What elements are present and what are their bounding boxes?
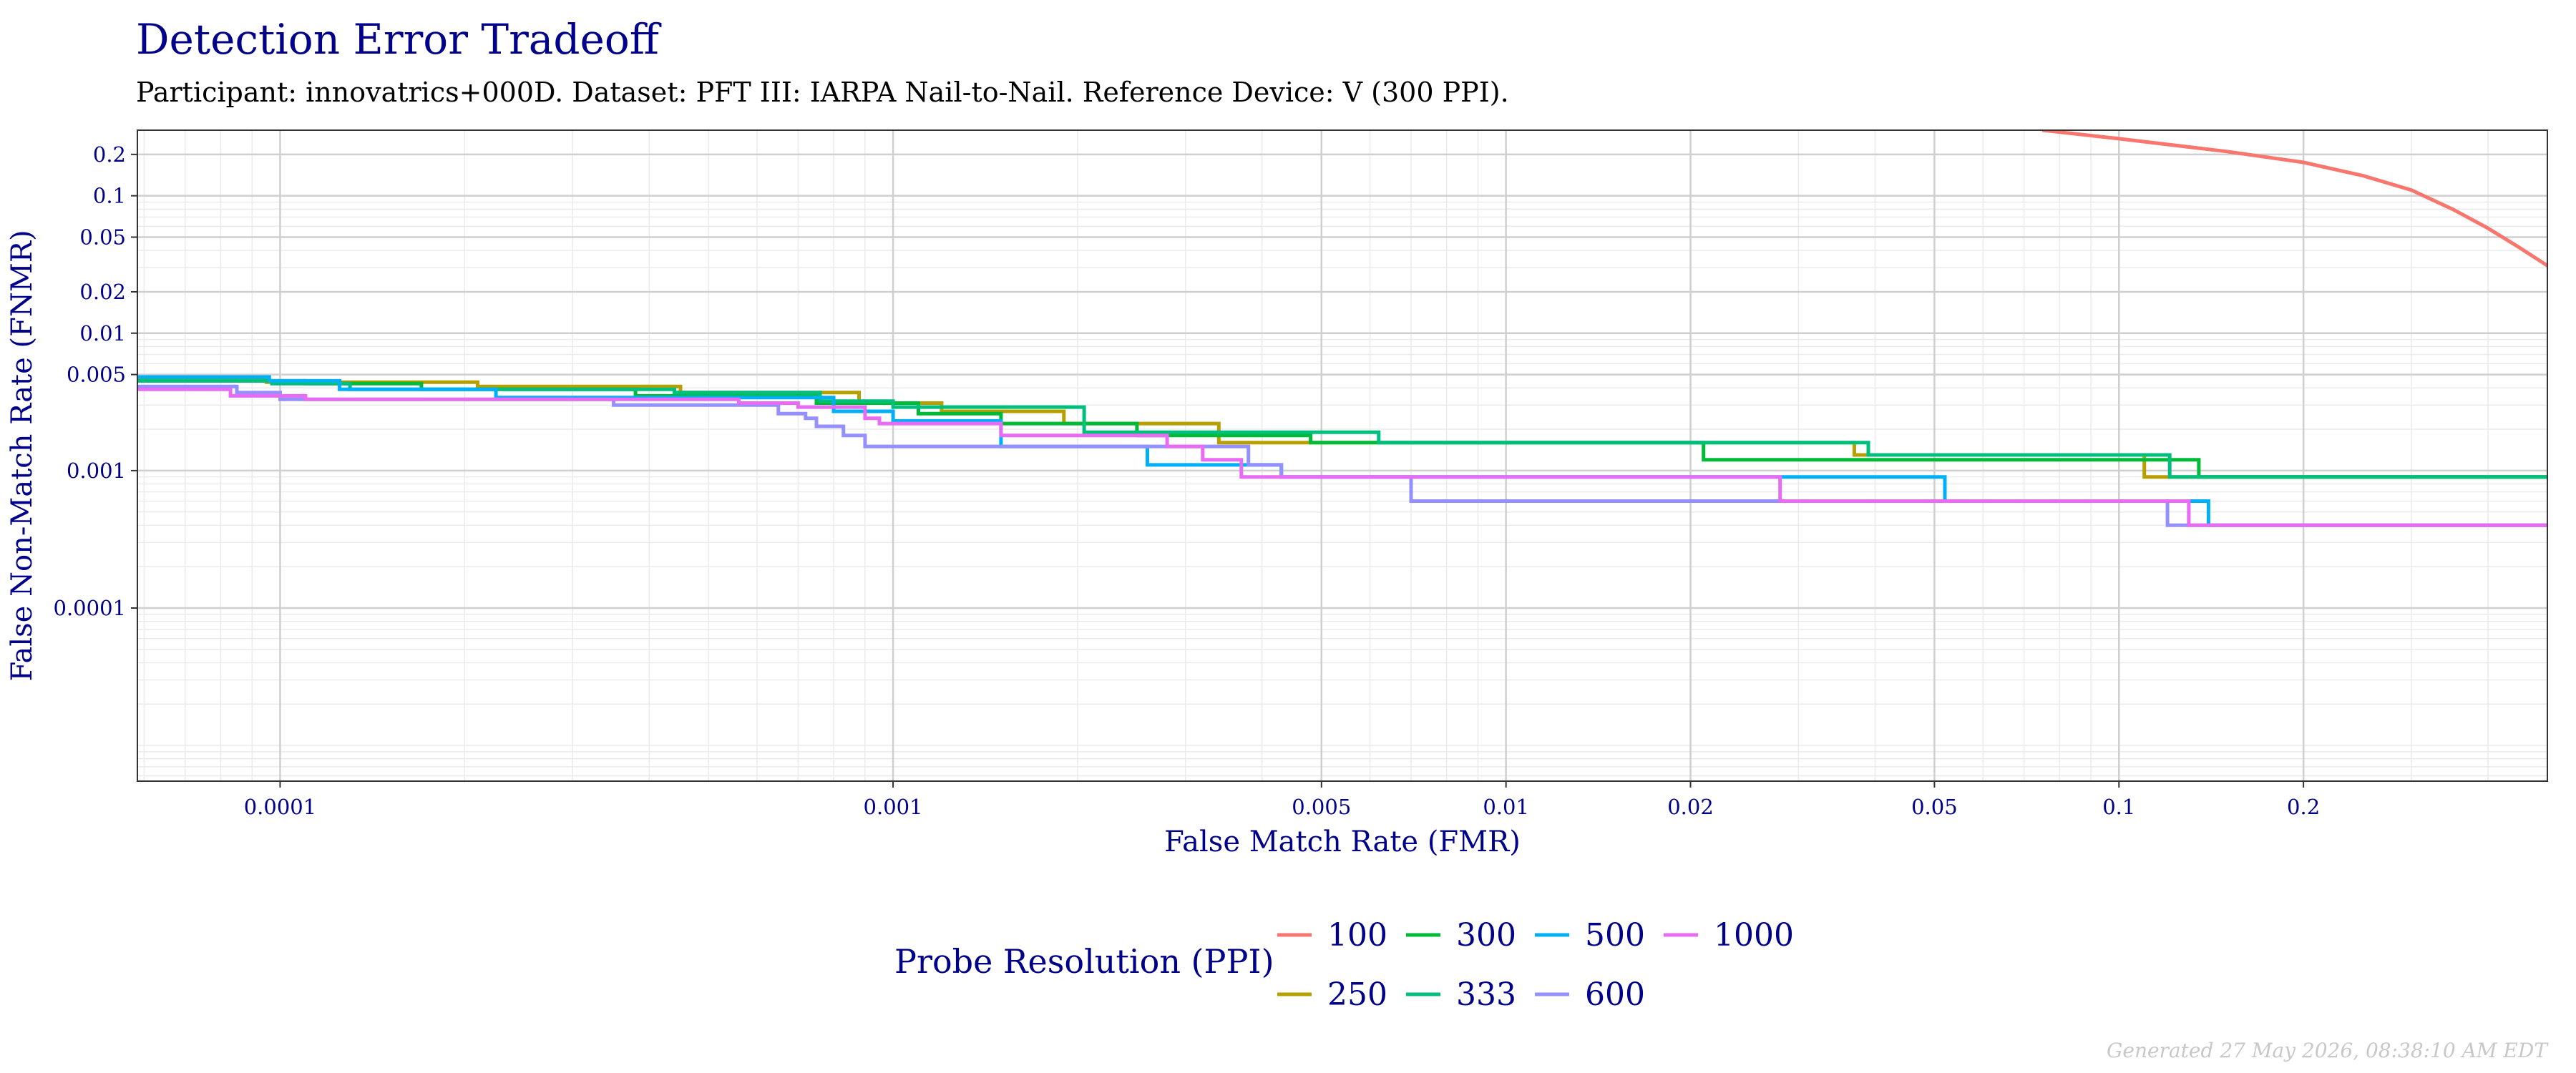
x-axis-title: False Match Rate (FMR) bbox=[1164, 825, 1521, 858]
minor-gridlines bbox=[137, 130, 2547, 781]
x-tick-label: 0.1 bbox=[2102, 795, 2135, 819]
series-line-100 bbox=[2041, 130, 2547, 268]
series-line-1000 bbox=[137, 387, 2547, 527]
x-tick-label: 0.02 bbox=[1667, 795, 1714, 819]
legend-items: 100 250 300 333 500 600 1000 bbox=[1277, 917, 1794, 1013]
legend-label-600: 600 bbox=[1585, 976, 1645, 1013]
x-tick-label: 0.0001 bbox=[244, 795, 316, 819]
x-tick-label: 0.2 bbox=[2287, 795, 2320, 819]
series-lines bbox=[137, 130, 2547, 527]
legend-label-500: 500 bbox=[1585, 917, 1645, 954]
series-line-250 bbox=[137, 378, 2547, 479]
major-gridlines bbox=[137, 130, 2547, 781]
y-axis-title: False Non-Match Rate (FNMR) bbox=[6, 230, 39, 681]
y-tick-label: 0.02 bbox=[79, 280, 126, 304]
y-tick-label: 0.0001 bbox=[54, 596, 126, 620]
chart-title: Detection Error Tradeoff bbox=[136, 15, 662, 64]
y-tick-label: 0.01 bbox=[79, 321, 126, 346]
plot-panel-border bbox=[137, 129, 2548, 782]
x-tick-label: 0.05 bbox=[1911, 795, 1958, 819]
y-axis-ticks: 0.0001 0.001 0.005 0.01 0.02 0.05 0.1 0.2 bbox=[54, 142, 137, 620]
generated-timestamp: Generated 27 May 2026, 08:38:10 AM EDT bbox=[2107, 1039, 2549, 1062]
legend-label-250: 250 bbox=[1327, 976, 1387, 1013]
legend-label-1000: 1000 bbox=[1714, 917, 1794, 954]
x-tick-label: 0.01 bbox=[1483, 795, 1529, 819]
y-tick-label: 0.001 bbox=[67, 459, 126, 483]
series-line-600 bbox=[137, 384, 2547, 527]
x-tick-label: 0.001 bbox=[864, 795, 923, 819]
series-line-300 bbox=[137, 378, 2547, 479]
x-tick-label: 0.005 bbox=[1292, 795, 1351, 819]
series-line-333 bbox=[137, 378, 2547, 479]
y-tick-label: 0.05 bbox=[79, 225, 126, 249]
legend: Probe Resolution (PPI) 100 250 300 333 500 60… bbox=[894, 917, 1794, 1013]
legend-title: Probe Resolution (PPI) bbox=[894, 942, 1274, 981]
legend-label-300: 300 bbox=[1456, 917, 1516, 954]
legend-label-100: 100 bbox=[1327, 917, 1387, 954]
y-tick-label: 0.005 bbox=[67, 363, 126, 387]
y-tick-label: 0.2 bbox=[93, 142, 126, 167]
y-tick-label: 0.1 bbox=[93, 184, 126, 208]
legend-label-333: 333 bbox=[1456, 976, 1516, 1013]
series-line-500 bbox=[137, 375, 2547, 527]
x-axis-ticks: 0.0001 0.001 0.005 0.01 0.02 0.05 0.1 0.2 bbox=[244, 781, 2320, 819]
chart-subtitle: Participant: innovatrics+000D. Dataset: … bbox=[136, 77, 1509, 108]
